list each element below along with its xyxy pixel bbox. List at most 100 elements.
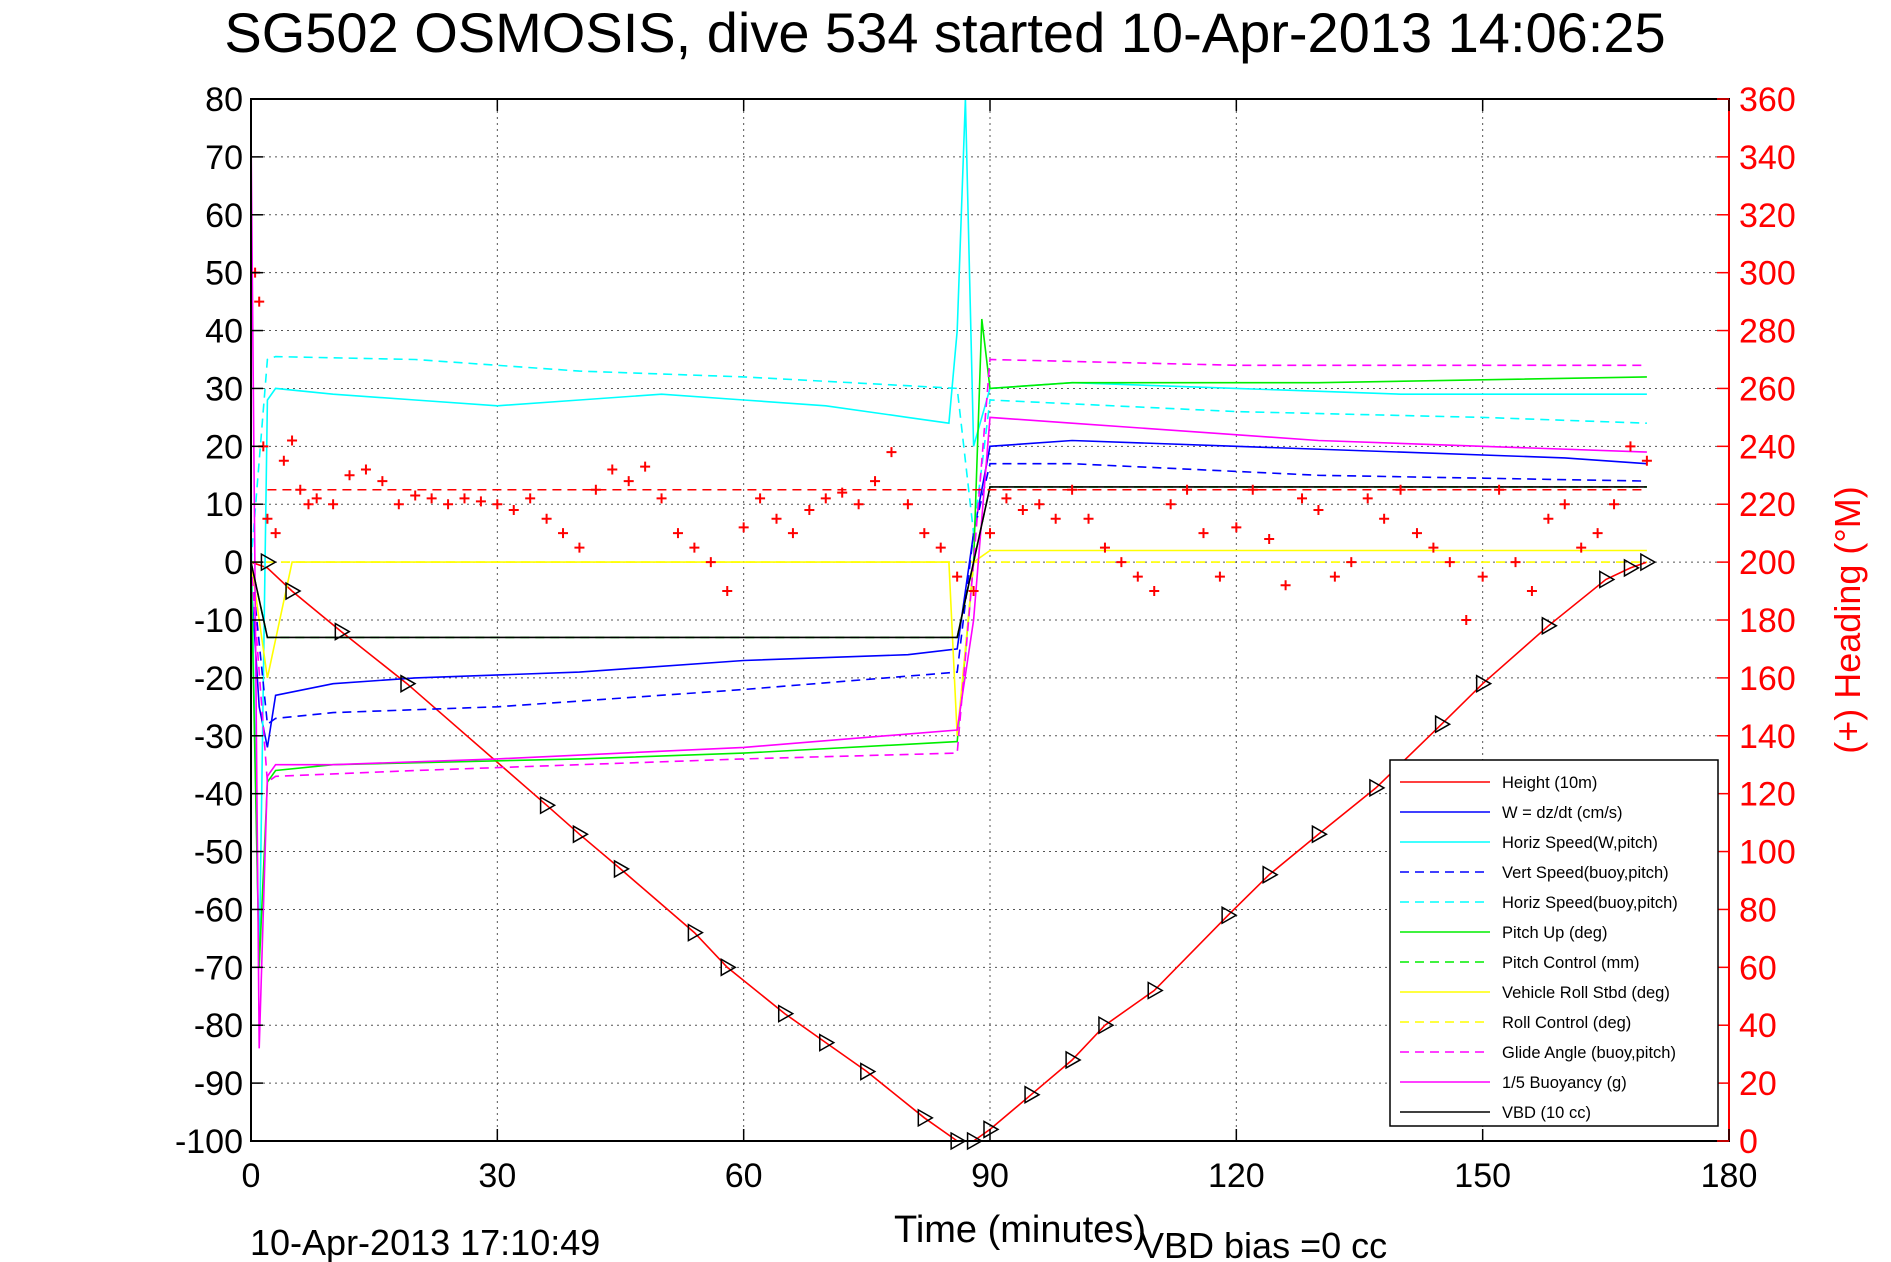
vbd-marker-2 bbox=[334, 622, 351, 641]
heading-point-62 bbox=[1182, 484, 1193, 495]
heading-point-40 bbox=[820, 493, 831, 504]
legend-label-2: Horiz Speed(W,pitch) bbox=[1502, 834, 1658, 852]
x-tick-label-1: 30 bbox=[478, 1157, 516, 1195]
heading-point-78 bbox=[1444, 557, 1455, 568]
heading-point-15 bbox=[410, 490, 421, 501]
vbd-marker-15 bbox=[983, 1120, 1000, 1139]
y-tick-label-16: -80 bbox=[194, 1007, 243, 1045]
heading-point-67 bbox=[1264, 533, 1275, 544]
heading-point-80 bbox=[1477, 571, 1488, 582]
series-line-2 bbox=[250, 98, 1647, 968]
heading-point-49 bbox=[968, 586, 979, 597]
vbd-marker-17 bbox=[1065, 1050, 1082, 1070]
series-line-4 bbox=[250, 355, 1647, 563]
heading-point-47 bbox=[935, 542, 946, 553]
heading-point-20 bbox=[492, 499, 503, 510]
legend-label-6: Pitch Control (mm) bbox=[1502, 954, 1640, 972]
vbd-marker-27 bbox=[1599, 570, 1616, 589]
series-line-3 bbox=[250, 462, 1647, 726]
right-tick-label-6: 240 bbox=[1739, 428, 1796, 466]
heading-point-13 bbox=[377, 476, 388, 487]
right-tick-label-16: 40 bbox=[1739, 1007, 1777, 1045]
heading-point-30 bbox=[656, 493, 667, 504]
y-tick-label-0: 80 bbox=[205, 81, 243, 119]
x-tick-label-4: 120 bbox=[1208, 1157, 1265, 1195]
vbd-marker-28 bbox=[1623, 558, 1640, 578]
right-tick-label-7: 220 bbox=[1739, 486, 1796, 524]
heading-point-39 bbox=[804, 505, 815, 516]
x-axis-ticks: 0 30 60 90 120 150 180 bbox=[242, 99, 1758, 1195]
right-tick-label-15: 60 bbox=[1739, 949, 1777, 987]
series-line-1 bbox=[250, 439, 1647, 748]
series-line-9 bbox=[250, 358, 1647, 784]
vbd-marker-3 bbox=[400, 674, 417, 693]
heading-point-18 bbox=[459, 493, 470, 504]
heading-point-14 bbox=[393, 499, 404, 510]
heading-point-65 bbox=[1231, 522, 1242, 533]
y-tick-label-14: -60 bbox=[194, 891, 243, 929]
y-tick-label-18: -100 bbox=[175, 1123, 243, 1161]
heading-point-82 bbox=[1510, 557, 1521, 568]
y-tick-label-13: -50 bbox=[194, 834, 243, 872]
heading-point-17 bbox=[443, 499, 454, 510]
heading-point-12 bbox=[360, 464, 371, 475]
heading-point-19 bbox=[475, 496, 486, 507]
legend-label-8: Roll Control (deg) bbox=[1502, 1014, 1631, 1032]
vbd-marker-23 bbox=[1369, 778, 1386, 798]
heading-point-75 bbox=[1395, 484, 1406, 495]
heading-point-8 bbox=[303, 499, 314, 510]
vbd-marker-20 bbox=[1221, 905, 1238, 925]
legend-label-7: Vehicle Roll Stbd (deg) bbox=[1502, 984, 1670, 1002]
vbd-marker-18 bbox=[1098, 1015, 1115, 1035]
right-tick-label-1: 340 bbox=[1739, 139, 1796, 177]
heading-point-45 bbox=[902, 499, 913, 510]
heading-point-4 bbox=[270, 528, 281, 539]
heading-point-55 bbox=[1067, 484, 1078, 495]
y-tick-label-5: 30 bbox=[205, 370, 243, 408]
right-tick-label-8: 200 bbox=[1739, 544, 1796, 582]
heading-point-25 bbox=[574, 542, 585, 553]
heading-point-83 bbox=[1526, 586, 1537, 597]
heading-point-53 bbox=[1034, 499, 1045, 510]
legend-label-5: Pitch Up (deg) bbox=[1502, 924, 1607, 942]
heading-point-61 bbox=[1165, 499, 1176, 510]
heading-point-22 bbox=[525, 493, 536, 504]
heading-point-6 bbox=[287, 435, 298, 446]
heading-point-34 bbox=[722, 586, 733, 597]
series-layer bbox=[250, 98, 1648, 1142]
heading-point-69 bbox=[1297, 493, 1308, 504]
y-tick-label-8: 0 bbox=[224, 544, 243, 582]
legend-label-0: Height (10m) bbox=[1502, 774, 1597, 792]
heading-point-79 bbox=[1461, 615, 1472, 625]
y-tick-label-17: -90 bbox=[194, 1065, 243, 1103]
heading-point-9 bbox=[311, 493, 322, 504]
heading-point-29 bbox=[640, 461, 651, 472]
heading-point-28 bbox=[623, 476, 634, 487]
heading-point-38 bbox=[787, 528, 798, 539]
vbd-bias-label: VBD bias =0 cc bbox=[1140, 1225, 1387, 1262]
vbd-marker-1 bbox=[285, 581, 302, 601]
vbd-marker-24 bbox=[1434, 714, 1452, 734]
x-tick-label-6: 180 bbox=[1701, 1157, 1758, 1195]
heading-point-85 bbox=[1559, 499, 1570, 510]
legend-label-11: VBD (10 cc) bbox=[1502, 1104, 1591, 1122]
heading-point-71 bbox=[1329, 571, 1340, 582]
heading-point-88 bbox=[1609, 499, 1620, 510]
y-tick-label-15: -70 bbox=[194, 949, 243, 987]
legend-label-3: Vert Speed(buoy,pitch) bbox=[1502, 864, 1669, 882]
heading-point-10 bbox=[328, 499, 339, 510]
heading-point-31 bbox=[672, 528, 683, 539]
x-axis-label: Time (minutes) bbox=[894, 1209, 1146, 1251]
right-tick-label-12: 120 bbox=[1739, 776, 1796, 814]
heading-point-86 bbox=[1576, 542, 1587, 553]
heading-point-23 bbox=[541, 513, 552, 524]
heading-point-50 bbox=[985, 528, 995, 539]
vbd-marker-12 bbox=[917, 1108, 934, 1128]
right-tick-label-11: 140 bbox=[1739, 718, 1796, 756]
heading-point-46 bbox=[919, 528, 930, 539]
heading-point-76 bbox=[1411, 528, 1422, 539]
vbd-marker-11 bbox=[860, 1062, 877, 1081]
right-tick-label-3: 300 bbox=[1739, 255, 1796, 293]
right-tick-label-10: 160 bbox=[1739, 660, 1796, 698]
series-line-5 bbox=[250, 318, 1647, 968]
